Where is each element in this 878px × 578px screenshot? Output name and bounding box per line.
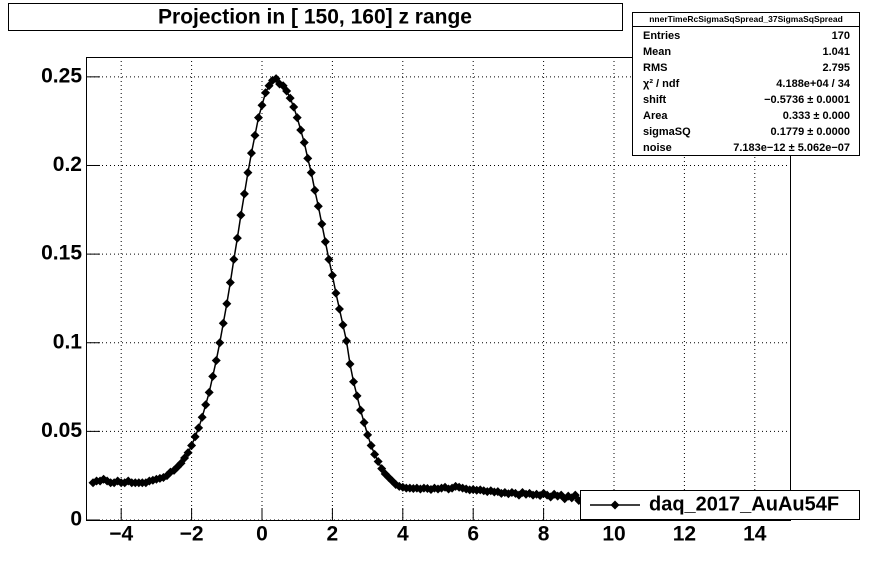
- x-tick-label: 0: [256, 523, 268, 546]
- data-point: [250, 130, 260, 140]
- data-point: [503, 489, 513, 499]
- y-tick-label: 0.15: [41, 242, 82, 265]
- data-point: [352, 391, 362, 401]
- data-point: [261, 88, 271, 98]
- data-point: [334, 304, 344, 314]
- data-point: [366, 441, 376, 451]
- data-point: [215, 338, 225, 348]
- data-point: [299, 137, 309, 147]
- data-point: [345, 359, 355, 369]
- stat-value: 0.333 ± 0.000: [783, 110, 850, 122]
- y-tick-label: 0.1: [53, 330, 83, 353]
- data-point: [317, 219, 327, 229]
- x-tick-label: 2: [327, 523, 339, 546]
- stat-label: Mean: [643, 46, 671, 58]
- y-tick-label: 0.25: [41, 64, 82, 87]
- stats-title: nnerTimeRcSigmaSqSpread_37SigmaSqSpread: [649, 14, 843, 24]
- stat-label: RMS: [643, 62, 667, 74]
- data-point: [229, 254, 239, 264]
- data-point: [246, 148, 256, 158]
- stat-value: 1.041: [822, 46, 850, 58]
- y-tick-label: 0.2: [53, 153, 82, 176]
- marks: [88, 74, 584, 506]
- data-point: [327, 270, 337, 280]
- stat-value: 7.183e−12 ± 5.062e−07: [733, 142, 850, 154]
- data-point: [208, 371, 218, 381]
- x-tick-label: −2: [180, 523, 204, 546]
- stat-label: shift: [643, 94, 667, 106]
- stat-value: −0.5736 ± 0.0001: [764, 94, 850, 106]
- stat-label: noise: [643, 142, 672, 154]
- data-point: [183, 448, 193, 458]
- data-point: [204, 387, 214, 397]
- data-point: [190, 432, 200, 442]
- data-point: [239, 189, 249, 199]
- x-tick-label: 10: [602, 523, 625, 546]
- data-point: [359, 418, 369, 428]
- x-tick-label: 4: [397, 523, 409, 546]
- stat-label: Area: [643, 110, 668, 122]
- data-point: [306, 168, 316, 178]
- data-point: [331, 288, 341, 298]
- legend-marker: [610, 500, 620, 510]
- data-point: [218, 318, 228, 328]
- stat-label: χ² / ndf: [643, 78, 680, 90]
- data-point: [341, 336, 351, 346]
- data-point: [243, 168, 253, 178]
- data-point: [222, 299, 232, 309]
- x-tick-label: 14: [743, 523, 767, 546]
- data-point: [201, 400, 211, 410]
- data-point: [282, 86, 292, 96]
- data-point: [363, 430, 373, 440]
- data-point: [285, 93, 295, 103]
- stats-frame: [632, 12, 860, 156]
- data-point: [296, 125, 306, 135]
- data-point: [370, 449, 380, 459]
- data-point: [324, 254, 334, 264]
- data-point: [356, 405, 366, 415]
- legend-label: daq_2017_AuAu54F: [649, 493, 839, 515]
- data-point: [338, 320, 348, 330]
- data-point: [320, 237, 330, 247]
- title-box: [8, 3, 623, 31]
- x-tick-label: 8: [538, 523, 550, 546]
- data-point: [236, 210, 246, 220]
- stat-label: sigmaSQ: [643, 126, 691, 138]
- data-point: [197, 412, 207, 422]
- stat-value: 170: [832, 30, 850, 42]
- x-tick-label: −4: [109, 523, 133, 546]
- stat-value: 2.795: [822, 62, 850, 74]
- data-point: [187, 441, 197, 451]
- data-point: [373, 457, 383, 467]
- data-point: [211, 355, 221, 365]
- data-point: [253, 113, 263, 123]
- data-point: [194, 423, 204, 433]
- legend: daq_2017_AuAu54F: [580, 490, 860, 520]
- data-point: [349, 377, 359, 387]
- data-point: [257, 100, 267, 110]
- data-point: [289, 102, 299, 112]
- stat-value: 4.188e+04 / 34: [776, 78, 851, 90]
- y-tick-label: 0: [70, 508, 82, 531]
- x-tick-label: 12: [673, 523, 696, 546]
- data-point: [313, 201, 323, 211]
- x-tick-label: 6: [467, 523, 479, 546]
- data-point: [303, 153, 313, 163]
- data-point: [232, 233, 242, 243]
- data-point: [310, 185, 320, 195]
- stat-value: 0.1779 ± 0.0000: [771, 126, 850, 138]
- data-point: [292, 113, 302, 123]
- stats-box: nnerTimeRcSigmaSqSpread_37SigmaSqSpread …: [632, 12, 860, 156]
- grid: −4 −2 0 2 4 6 8 10 12 14 0 0.05 0.1 0.15 0.2 0.25: [41, 57, 790, 546]
- y-tick-label: 0.05: [41, 419, 82, 442]
- chart-title: Projection in [ 150, 160] z range: [158, 6, 472, 29]
- stat-label: Entries: [643, 30, 680, 42]
- data-point: [225, 277, 235, 287]
